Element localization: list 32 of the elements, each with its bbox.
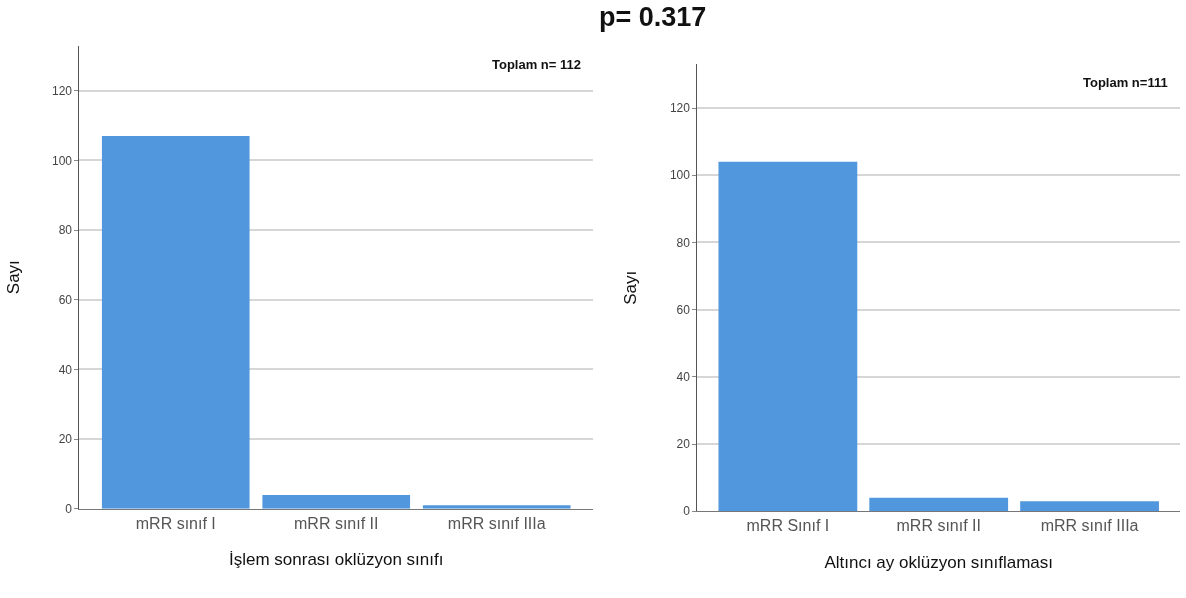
bar bbox=[869, 497, 1009, 512]
y-tick-label: 20 bbox=[58, 432, 73, 447]
y-tick-label: 60 bbox=[676, 302, 691, 317]
y-tick-label: 80 bbox=[676, 235, 691, 250]
y-tick-label: 60 bbox=[58, 293, 73, 308]
x-tick-label: mRR sınıf II bbox=[294, 515, 379, 533]
y-axis-title: Sayı bbox=[621, 270, 641, 305]
y-tick-label: 100 bbox=[52, 153, 73, 168]
x-tick-label: mRR sınıf II bbox=[896, 517, 981, 535]
bar bbox=[718, 161, 858, 512]
text: p= 0.317 bbox=[599, 2, 707, 32]
y-tick-label: 0 bbox=[683, 504, 691, 519]
y-tick-label: 40 bbox=[676, 370, 691, 385]
x-tick-label: mRR sınıf IIIa bbox=[1040, 517, 1139, 535]
x-tick-label: mRR sınıf IIIa bbox=[447, 515, 546, 533]
y-tick-label: 0 bbox=[65, 502, 73, 517]
annotation: Toplam n= 112 bbox=[492, 57, 581, 72]
y-tick-label: 20 bbox=[676, 437, 691, 452]
x-tick-label: mRR Sınıf I bbox=[746, 517, 830, 535]
y-tick-label: 80 bbox=[58, 223, 73, 238]
x-tick-label: mRR sınıf I bbox=[135, 515, 216, 533]
bar bbox=[1020, 501, 1159, 512]
y-tick-label: 120 bbox=[669, 101, 691, 116]
bar bbox=[101, 136, 250, 509]
x-axis-title: Altıncı ay oklüzyon sınıflaması bbox=[824, 552, 1054, 572]
y-tick-label: 120 bbox=[52, 84, 73, 98]
y-tick-label: 100 bbox=[669, 168, 691, 183]
y-tick-label: 40 bbox=[58, 362, 73, 377]
annotation: Toplam n=111 bbox=[1083, 75, 1168, 90]
x-axis-title: İşlem sonrası oklüzyon sınıfı bbox=[228, 550, 444, 570]
bar bbox=[262, 494, 411, 509]
y-axis-title: Sayı bbox=[3, 260, 23, 295]
